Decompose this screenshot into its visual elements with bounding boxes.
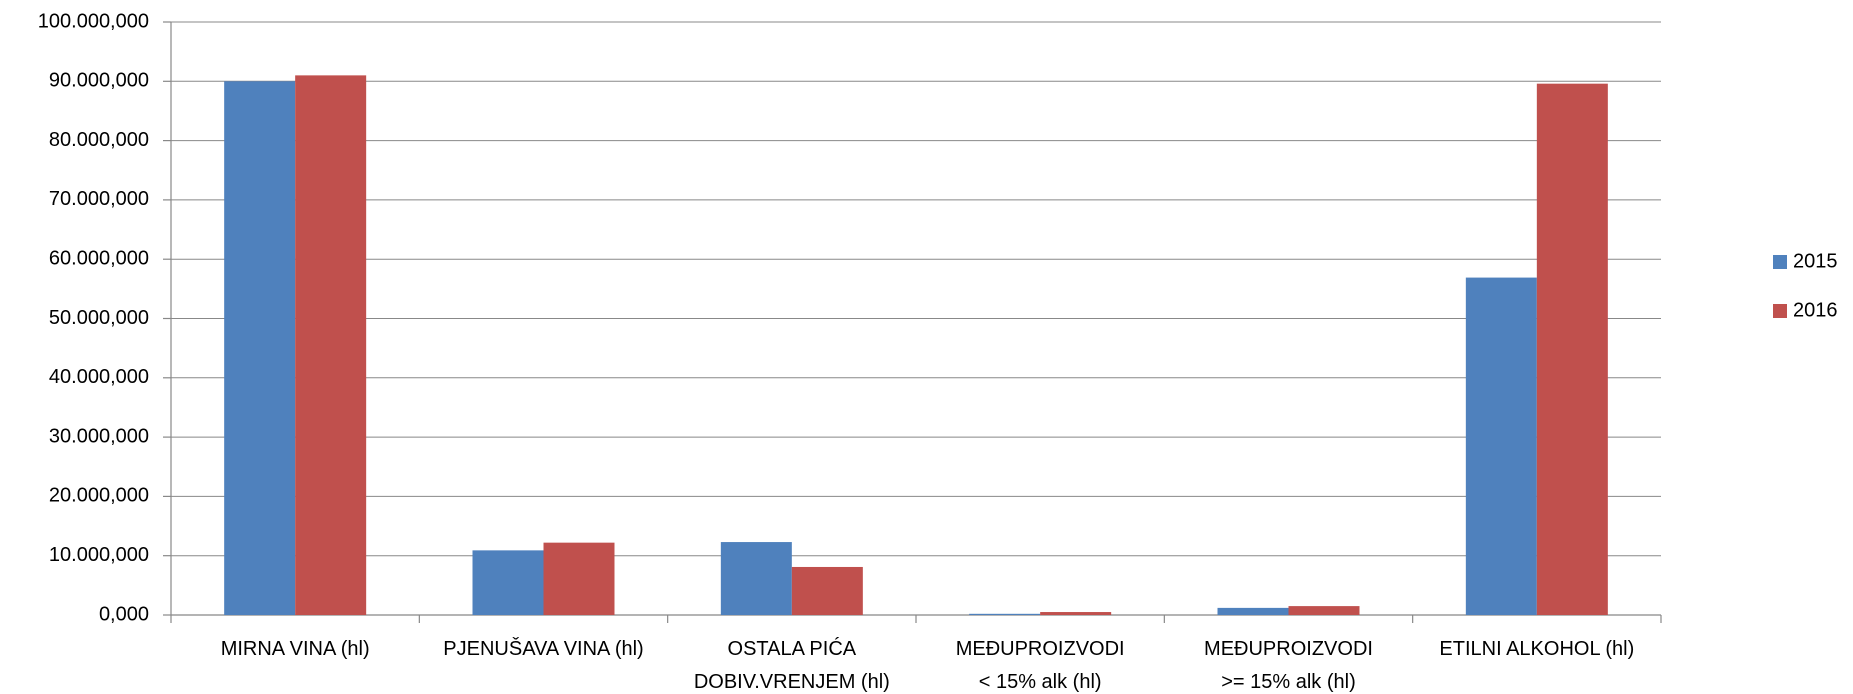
x-tick-label-line: PJENUŠAVA VINA (hl) (443, 637, 643, 660)
y-tick-label: 10.000,000 (49, 544, 149, 566)
bar (1040, 612, 1112, 615)
bar (1536, 83, 1608, 615)
bar (295, 75, 367, 616)
bar (1288, 606, 1360, 615)
bar (791, 566, 863, 615)
y-tick-label: 70.000,000 (49, 188, 149, 210)
x-tick-label-line: DOBIV.VRENJEM (hl) (694, 671, 890, 693)
x-tick-label-line: MEĐUPROIZVODI (1204, 638, 1373, 660)
bar (224, 81, 296, 616)
x-tick-label-line: OSTALA PIĆA (728, 637, 857, 660)
legend-label: 2015 (1793, 250, 1838, 272)
y-tick-label: 50.000,000 (49, 307, 149, 329)
y-tick-label: 60.000,000 (49, 247, 149, 269)
y-tick-label: 100.000,000 (38, 10, 149, 32)
y-tick-label: 0,000 (99, 603, 149, 625)
bar (472, 550, 544, 615)
x-tick-label-line: MEĐUPROIZVODI (956, 638, 1125, 660)
x-tick-label-line: < 15% alk (hl) (979, 671, 1102, 693)
bar (969, 613, 1041, 615)
legend-label: 2016 (1793, 299, 1838, 321)
y-tick-label: 40.000,000 (49, 366, 149, 388)
y-tick-label: 90.000,000 (49, 70, 149, 92)
x-tick-label-line: ETILNI ALKOHOL (hl) (1439, 638, 1634, 660)
x-tick-label: MEĐUPROIZVODI >= 15% alk (hl) (1204, 638, 1373, 693)
legend-swatch (1773, 304, 1787, 318)
x-tick-label-line: >= 15% alk (hl) (1221, 671, 1356, 693)
bar (720, 542, 792, 615)
bar (1217, 607, 1289, 615)
y-tick-label: 20.000,000 (49, 485, 149, 507)
bar (543, 542, 615, 615)
x-tick-label: ETILNI ALKOHOL (hl) (1439, 638, 1634, 660)
x-tick-label: MEĐUPROIZVODI < 15% alk (hl) (956, 638, 1125, 693)
y-tick-label: 80.000,000 (49, 129, 149, 151)
x-tick-label-line: MIRNA VINA (hl) (221, 638, 370, 660)
y-tick-label: 30.000,000 (49, 425, 149, 447)
x-tick-label: OSTALA PIĆA DOBIV.VRENJEM (hl) (694, 637, 890, 693)
x-tick-label: PJENUŠAVA VINA (hl) (443, 637, 643, 660)
legend-swatch (1773, 255, 1787, 269)
x-tick-label: MIRNA VINA (hl) (221, 638, 370, 660)
bar (1465, 277, 1537, 615)
